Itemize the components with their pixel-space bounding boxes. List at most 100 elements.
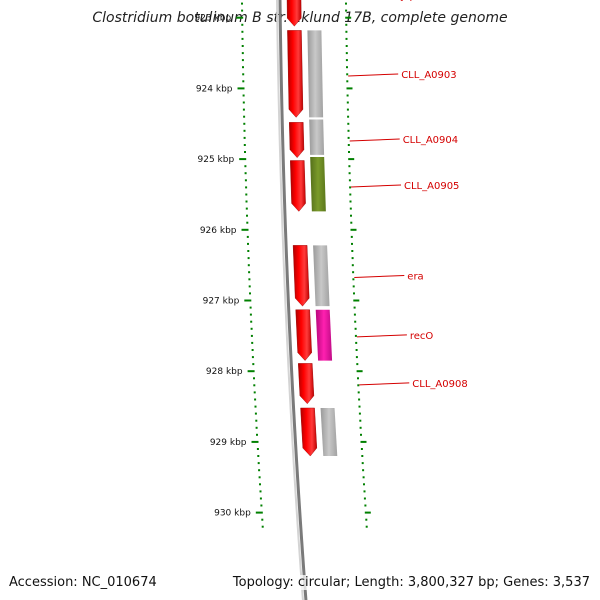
minor-tick-inner [256, 433, 258, 436]
axis-tick-label: 929 kbp [210, 438, 247, 448]
gene-arrow [287, 30, 304, 118]
minor-tick-outer [345, 2, 347, 5]
minor-tick-outer [352, 271, 355, 274]
minor-tick-outer [345, 30, 348, 33]
minor-tick-outer [365, 518, 368, 521]
feature-block [313, 245, 330, 307]
gene-label: CLL_A0904 [403, 135, 458, 146]
axis-tick-label: 927 kbp [203, 297, 240, 307]
label-leader-line [349, 138, 400, 142]
minor-tick-inner [241, 59, 244, 62]
gene-arrow [295, 309, 312, 361]
minor-tick-outer [346, 80, 349, 83]
axis-tick-label: 928 kbp [206, 367, 243, 377]
major-tick-outer [364, 511, 371, 514]
minor-tick-outer [352, 278, 355, 281]
minor-tick-outer [347, 144, 350, 146]
genome-backbone [278, 0, 308, 600]
minor-tick-inner [251, 341, 254, 344]
minor-tick-outer [347, 122, 350, 125]
minor-tick-outer [347, 129, 350, 132]
minor-tick-inner [250, 327, 253, 330]
minor-tick-inner [259, 497, 262, 500]
gene-arrow [298, 363, 315, 405]
minor-tick-inner [261, 518, 264, 521]
minor-tick-outer [355, 341, 358, 344]
minor-tick-inner [242, 94, 245, 97]
minor-tick-inner [241, 30, 244, 33]
minor-tick-inner [241, 9, 244, 12]
minor-tick-inner [247, 264, 250, 267]
label-leader-line [354, 274, 405, 278]
minor-tick-inner [249, 313, 252, 316]
minor-tick-outer [345, 52, 348, 55]
minor-tick-outer [355, 356, 358, 359]
minor-tick-inner [245, 186, 248, 189]
minor-tick-outer [353, 306, 356, 309]
feature-block [320, 407, 338, 457]
features-layer [307, 30, 338, 457]
minor-tick-outer [357, 377, 359, 380]
minor-tick-inner [246, 221, 249, 224]
minor-tick-inner [246, 235, 249, 238]
minor-tick-outer [354, 327, 357, 330]
minor-tick-inner [246, 214, 248, 217]
minor-tick-outer [349, 200, 352, 203]
minor-tick-outer [353, 292, 355, 295]
minor-tick-inner [255, 426, 258, 429]
major-tick-inner [251, 440, 259, 443]
minor-tick-outer [346, 94, 349, 97]
minor-tick-inner [243, 129, 246, 132]
minor-tick-inner [254, 405, 257, 408]
minor-tick-inner [241, 37, 244, 40]
tick-marks-layer: 923 kbp 924 kbp 925 kbp 926 kbp 927 kbp 928 k… [195, 2, 371, 528]
minor-tick-inner [242, 66, 244, 69]
minor-tick-inner [242, 108, 245, 111]
minor-tick-inner [253, 391, 256, 394]
major-tick-inner [239, 158, 247, 161]
minor-tick-outer [357, 391, 360, 394]
minor-tick-outer [348, 179, 351, 182]
minor-tick-outer [347, 136, 350, 139]
minor-tick-outer [360, 433, 362, 436]
minor-tick-inner [241, 52, 244, 55]
minor-tick-outer [351, 264, 354, 267]
major-tick-outer [356, 370, 363, 373]
gene-arrow [290, 160, 306, 212]
minor-tick-outer [363, 490, 366, 493]
backbone-shadow [275, 0, 304, 600]
minor-tick-inner [251, 349, 254, 351]
minor-tick-inner [245, 200, 248, 203]
minor-tick-inner [244, 165, 247, 168]
minor-tick-outer [365, 525, 368, 528]
major-tick-inner [244, 299, 252, 302]
minor-tick-inner [251, 356, 254, 359]
gene-arrow [300, 407, 318, 457]
minor-tick-outer [346, 66, 348, 69]
minor-tick-outer [358, 405, 361, 408]
minor-tick-inner [254, 412, 257, 415]
minor-tick-outer [357, 384, 360, 387]
major-tick-inner [237, 87, 245, 90]
minor-tick-inner [257, 462, 260, 465]
minor-tick-inner [257, 455, 260, 457]
minor-tick-outer [348, 172, 351, 175]
gene-arrow [286, 0, 302, 27]
minor-tick-outer [345, 59, 348, 62]
minor-tick-inner [242, 73, 245, 76]
minor-tick-inner [250, 320, 253, 323]
major-tick-outer [345, 16, 352, 19]
minor-tick-outer [351, 242, 353, 245]
minor-tick-inner [243, 136, 246, 139]
axis-tick-label: 930 kbp [214, 509, 251, 519]
minor-tick-outer [345, 9, 348, 12]
topology-summary-text: Topology: circular; Length: 3,800,327 bp… [232, 575, 590, 590]
major-tick-inner [236, 16, 244, 19]
minor-tick-inner [259, 483, 261, 486]
gene-label: recO [410, 331, 434, 342]
gene-arrow [289, 122, 305, 158]
minor-tick-inner [253, 377, 255, 380]
minor-tick-inner [245, 207, 248, 210]
gene-label: era [407, 272, 423, 283]
